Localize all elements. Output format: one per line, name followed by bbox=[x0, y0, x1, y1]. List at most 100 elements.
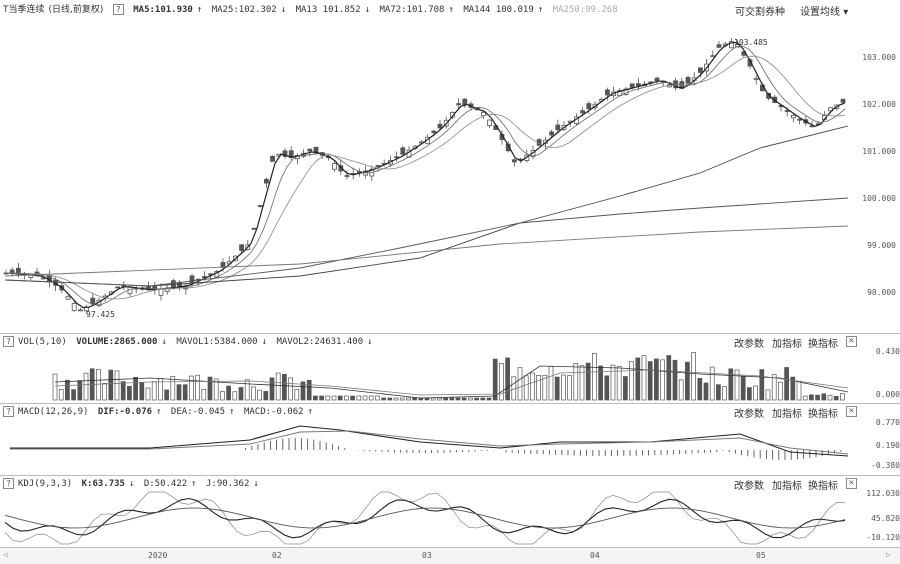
k-line bbox=[4, 497, 846, 539]
volume-chart[interactable] bbox=[0, 348, 852, 402]
volume-bar bbox=[499, 362, 504, 401]
change-params-button[interactable]: 改参数 bbox=[734, 339, 764, 350]
close-icon[interactable]: ✕ bbox=[846, 406, 857, 417]
macd-indicator-name: MACD(12,26,9) bbox=[18, 407, 89, 417]
ma-settings-label: 设置均线 bbox=[800, 7, 840, 18]
volume-bar bbox=[300, 381, 306, 401]
candle-body bbox=[90, 297, 96, 305]
macd-tick: 0.190 bbox=[875, 441, 900, 450]
add-indicator-button[interactable]: 加指标 bbox=[772, 409, 802, 420]
date-label: 05 bbox=[756, 551, 766, 560]
ma72-line bbox=[4, 125, 849, 287]
ma5-arrow: ↑ bbox=[196, 5, 203, 15]
scroll-right-icon[interactable]: ▷ bbox=[886, 550, 891, 559]
volume-bar bbox=[164, 389, 169, 401]
volume-bar bbox=[604, 375, 610, 401]
candle-body bbox=[549, 131, 554, 136]
instrument-title: T当季连续 bbox=[3, 5, 45, 15]
dea-arrow: ↑ bbox=[229, 407, 235, 417]
ma72-arrow: ↑ bbox=[448, 5, 454, 15]
candle-body bbox=[400, 147, 406, 155]
kdj-indicator-name: KDJ(9,3,3) bbox=[18, 479, 73, 489]
ma5-line bbox=[4, 41, 846, 309]
candle-body bbox=[338, 165, 344, 172]
volume-bar bbox=[207, 376, 213, 401]
kdj-chart[interactable] bbox=[0, 490, 852, 546]
volume-value: VOLUME:2865.000 bbox=[76, 337, 158, 347]
ma-settings-link[interactable]: 设置均线 ▾ bbox=[800, 3, 848, 18]
volume-bar bbox=[517, 367, 523, 401]
volume-bar bbox=[666, 355, 672, 401]
ma13-arrow: ↓ bbox=[364, 5, 371, 15]
scroll-left-icon[interactable]: ◁ bbox=[3, 550, 8, 559]
time-scrollbar[interactable] bbox=[0, 548, 900, 564]
swap-indicator-button[interactable]: 换指标 bbox=[808, 339, 838, 350]
candle-body bbox=[65, 296, 71, 300]
add-indicator-button[interactable]: 加指标 bbox=[772, 481, 802, 492]
change-params-button[interactable]: 改参数 bbox=[734, 409, 764, 420]
volume-bar bbox=[96, 369, 101, 401]
candle-body bbox=[462, 98, 468, 106]
k-value: K:63.735 bbox=[81, 479, 125, 489]
mavol1-arrow: ↓ bbox=[261, 337, 268, 347]
j-line bbox=[4, 491, 846, 545]
low-price-label: 97.425 bbox=[86, 310, 115, 319]
mavol1-value: MAVOL1:5384.000 bbox=[176, 337, 258, 347]
volume-bar bbox=[747, 387, 752, 401]
add-indicator-button[interactable]: 加指标 bbox=[772, 339, 802, 350]
volume-bar bbox=[288, 377, 293, 401]
price-tick: 103.000 bbox=[862, 53, 896, 62]
date-label: 04 bbox=[590, 551, 600, 560]
macd-tick: 0.770 bbox=[875, 418, 900, 427]
j-arrow: ↓ bbox=[253, 479, 259, 489]
divider bbox=[0, 333, 900, 334]
ma144-arrow: ↑ bbox=[537, 5, 544, 15]
candle-body bbox=[629, 83, 635, 88]
volume-bar bbox=[350, 395, 355, 401]
volume-bar bbox=[821, 393, 827, 401]
volume-bar bbox=[474, 397, 479, 401]
ma72-value: MA72:101.708 bbox=[379, 5, 445, 15]
volume-bar bbox=[778, 381, 783, 401]
volume-bar bbox=[375, 395, 380, 401]
change-params-button[interactable]: 改参数 bbox=[734, 481, 764, 492]
ma13-value: MA13 101.852 bbox=[295, 5, 361, 15]
swap-indicator-button[interactable]: 换指标 bbox=[808, 409, 838, 420]
candle-body bbox=[729, 41, 734, 49]
volume-bar bbox=[387, 397, 393, 401]
divider bbox=[0, 475, 900, 476]
close-icon[interactable]: ✕ bbox=[846, 336, 857, 347]
help-button[interactable]: ? bbox=[3, 406, 14, 417]
volume-bar bbox=[368, 395, 374, 401]
volume-bar bbox=[263, 391, 269, 401]
help-button[interactable]: ? bbox=[112, 4, 124, 15]
volume-bar bbox=[709, 366, 715, 401]
volume-bar bbox=[65, 379, 70, 401]
ma250-value: MA250:99.268 bbox=[552, 5, 618, 15]
volume-bar bbox=[226, 385, 231, 401]
volume-bar bbox=[672, 359, 678, 401]
help-button[interactable]: ? bbox=[3, 336, 14, 347]
macd-chart[interactable] bbox=[0, 418, 852, 473]
volume-bar bbox=[437, 397, 442, 401]
divider bbox=[0, 547, 900, 548]
candle-body bbox=[177, 282, 183, 288]
candle-body bbox=[753, 78, 759, 80]
close-icon[interactable]: ✕ bbox=[846, 478, 857, 489]
volume-bar bbox=[833, 395, 839, 401]
swap-indicator-button[interactable]: 换指标 bbox=[808, 481, 838, 492]
candle-body bbox=[555, 124, 561, 131]
candle-body bbox=[505, 143, 511, 152]
ma144-value: MA144 100.019 bbox=[463, 5, 534, 15]
volume-bar bbox=[108, 369, 114, 401]
help-button[interactable]: ? bbox=[3, 478, 14, 489]
volume-bar bbox=[740, 376, 746, 401]
price-tick: 99.000 bbox=[867, 241, 896, 250]
d-value: D:50.422 bbox=[143, 479, 188, 489]
candle-body bbox=[623, 88, 629, 95]
volume-bar bbox=[319, 395, 324, 401]
volume-bar bbox=[139, 382, 145, 401]
price-chart[interactable] bbox=[0, 18, 852, 332]
deliverable-bonds-link[interactable]: 可交割券种 bbox=[735, 7, 785, 18]
candle-body bbox=[586, 103, 592, 110]
